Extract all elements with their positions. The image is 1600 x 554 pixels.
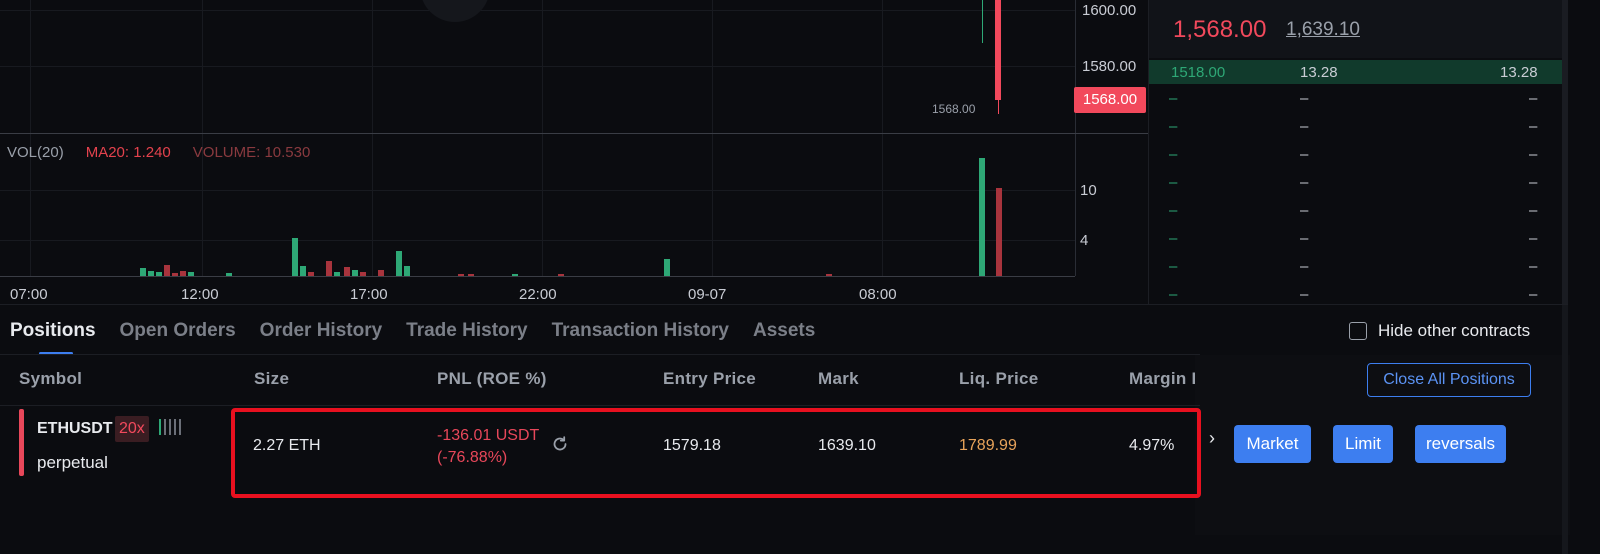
order-book-empty-row: – – –	[1169, 230, 1538, 247]
volume-axis-label: 4	[1080, 232, 1089, 249]
close-all-positions-button[interactable]: Close All Positions	[1367, 363, 1531, 397]
time-label: 17:00	[350, 286, 388, 303]
liquidation-price: 1789.99	[959, 437, 1017, 454]
limit-close-button[interactable]: Limit	[1333, 425, 1393, 463]
signal-strength-icon	[159, 419, 181, 435]
tab-bar: Positions Open Orders Order History Trad…	[10, 320, 815, 342]
column-header-symbol: Symbol	[19, 369, 83, 388]
last-price: 1,568.00	[1173, 16, 1267, 43]
order-book-empty-row: – – –	[1169, 174, 1538, 191]
tab-trade-history[interactable]: Trade History	[406, 320, 528, 341]
volume-axis-label: 10	[1080, 182, 1097, 199]
column-header-liq-price: Liq. Price	[959, 369, 1039, 388]
time-label: 08:00	[859, 286, 897, 303]
time-label: 12:00	[181, 286, 219, 303]
order-book-empty-row: – – –	[1169, 118, 1538, 135]
position-symbol[interactable]: ETHUSDT	[37, 420, 113, 437]
order-book-empty-row: – – –	[1169, 286, 1538, 303]
order-book-empty-row: – – –	[1169, 202, 1538, 219]
market-close-button[interactable]: Market	[1234, 425, 1311, 463]
hide-other-contracts-checkbox[interactable]	[1349, 322, 1367, 340]
reverse-position-button[interactable]: reversals	[1415, 425, 1506, 463]
candle	[998, 100, 999, 114]
tab-assets[interactable]: Assets	[752, 320, 816, 341]
bid-size: 13.28	[1300, 64, 1338, 81]
leverage-badge[interactable]: 20x	[115, 416, 149, 442]
volume-indicator-name: VOL(20)	[7, 144, 64, 161]
short-position-marker	[19, 409, 24, 476]
mark-price-link[interactable]: 1,639.10	[1286, 19, 1360, 40]
order-book-empty-row: – – –	[1169, 90, 1538, 107]
column-header-size: Size	[254, 369, 290, 388]
time-label: 09-07	[688, 286, 727, 303]
column-header-pnl: PNL (ROE %)	[437, 369, 547, 388]
bid-price: 1518.00	[1171, 64, 1226, 81]
time-label: 22:00	[519, 286, 557, 303]
price-chart[interactable]: 1600.00 1580.00 1568.00 1568.00 VOL(20) …	[0, 0, 1148, 312]
margin-ratio: 4.97%	[1129, 437, 1175, 454]
panel-scrollbar[interactable]	[1562, 305, 1568, 554]
positions-table-header: Symbol Size PNL (ROE %) Entry Price Mark…	[0, 369, 1200, 399]
tab-positions[interactable]: Positions	[10, 320, 96, 341]
volume-bars	[0, 134, 1075, 276]
mark-price: 1639.10	[818, 437, 876, 454]
ma20-value: MA20: 1.240	[85, 144, 171, 161]
order-book-empty-row: – – –	[1169, 146, 1538, 163]
refresh-icon[interactable]	[550, 434, 570, 454]
candle	[995, 0, 1001, 100]
active-tab-indicator	[39, 352, 73, 355]
order-book-bid-row[interactable]: 1518.00 13.28 13.28	[1149, 60, 1563, 84]
current-price-badge: 1568.00	[1074, 87, 1146, 113]
contract-type: perpetual	[37, 453, 108, 472]
last-price-label: 1568.00	[932, 102, 976, 116]
order-book-scrollbar[interactable]	[1562, 0, 1568, 304]
hide-other-contracts-toggle[interactable]: Hide other contracts	[1349, 321, 1530, 341]
pnl-amount: -136.01 USDT	[437, 427, 540, 444]
order-book-header: 1,568.00 1,639.10	[1149, 0, 1563, 58]
tab-order-history[interactable]: Order History	[259, 320, 383, 341]
time-label: 07:00	[10, 286, 48, 303]
tab-transaction-history[interactable]: Transaction History	[551, 320, 729, 341]
volume-value: VOLUME: 10.530	[192, 144, 311, 161]
tab-open-orders[interactable]: Open Orders	[119, 320, 236, 341]
order-book-empty-row: – – –	[1169, 258, 1538, 275]
chevron-right-icon[interactable]: ›	[1209, 428, 1215, 448]
highlight-annotation-box	[231, 408, 1201, 498]
price-axis-label: 1600.00	[1082, 2, 1137, 19]
volume-legend: VOL(20) MA20: 1.240 VOLUME: 10.530	[7, 144, 310, 161]
order-book: 1,568.00 1,639.10 1518.00 13.28 13.28 – –…	[1148, 0, 1568, 304]
candle	[982, 0, 983, 43]
hide-other-contracts-label: Hide other contracts	[1378, 321, 1531, 340]
time-axis: 07:00 12:00 17:00 22:00 09-07 08:00	[0, 286, 1075, 306]
column-header-margin: Margin I	[1129, 369, 1195, 388]
watermark-logo-icon	[420, 0, 490, 22]
pnl-roe: (-76.88%)	[437, 449, 508, 466]
price-axis-label: 1580.00	[1082, 58, 1137, 75]
column-header-mark: Mark	[818, 369, 859, 388]
position-size: 2.27 ETH	[253, 437, 321, 454]
column-header-entry-price: Entry Price	[663, 369, 757, 388]
bid-total: 13.28	[1500, 64, 1538, 81]
entry-price: 1579.18	[663, 437, 721, 454]
positions-panel: Positions Open Orders Order History Trad…	[0, 304, 1570, 554]
position-pnl: -136.01 USDT (-76.88%)	[437, 425, 539, 469]
